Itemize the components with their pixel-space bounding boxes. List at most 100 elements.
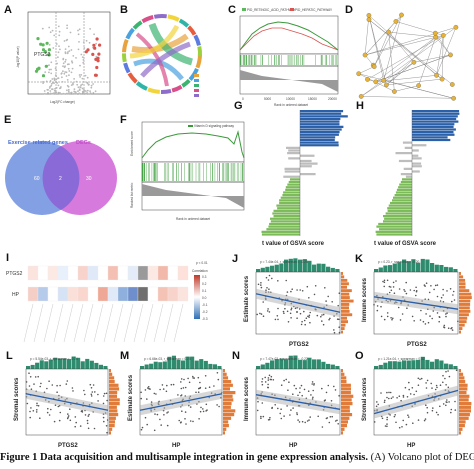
scatter-point	[46, 411, 49, 414]
volcano-point	[83, 93, 86, 95]
scatter-m: p = 6.66e-03, r_spearman = 0.23 HP Estimat…	[128, 355, 236, 449]
histogram-bar-right	[459, 424, 465, 428]
heatmap-legend: p < 0.01 Correlation 0.3 0.2 0.1 0.0 -0.…	[192, 261, 208, 321]
histogram-bar-right	[341, 292, 350, 296]
volcano-point	[52, 47, 55, 49]
scatter-point	[425, 404, 427, 406]
scatter-frame	[373, 271, 459, 335]
volcano-point	[62, 92, 65, 95]
scatter-point	[178, 419, 180, 422]
histogram-bar-right	[341, 413, 353, 417]
scatter-frame	[255, 271, 341, 335]
histogram-bar-right	[459, 427, 463, 431]
scatter-point	[386, 418, 388, 421]
scatter-point	[449, 288, 452, 290]
scatter-point	[445, 315, 447, 318]
volcano-point	[73, 93, 76, 95]
histogram-bar-top	[416, 360, 421, 369]
histogram-bar-top	[212, 364, 217, 369]
scatter-point	[338, 395, 340, 397]
panel-label-i: I	[6, 252, 10, 264]
volcano-point-up	[94, 73, 98, 77]
volcano-point	[57, 56, 59, 59]
panel-label-m: M	[120, 350, 130, 362]
gsva-bar-neg	[276, 204, 300, 207]
scatter-point	[69, 419, 72, 422]
volcano-point	[72, 55, 75, 57]
scatter-point	[198, 418, 200, 420]
volcano-point	[50, 68, 52, 71]
volcano-point	[62, 58, 65, 61]
scatter-point	[402, 396, 405, 398]
scatter-point	[299, 289, 301, 291]
scatter-k: p = 0.23, r_spearman = -0.20 PTGS2 Immune …	[362, 258, 472, 348]
scatter-point	[430, 285, 432, 287]
histogram-bar-right	[223, 398, 234, 402]
volcano-point	[60, 72, 63, 75]
scatter-point	[188, 381, 191, 384]
histogram-bar-right	[341, 409, 350, 413]
scatter-point	[386, 416, 388, 419]
volcano-point	[67, 67, 70, 70]
gsva-g-bars	[261, 110, 348, 236]
histogram-bar-top	[392, 361, 397, 369]
volcano-point-down	[45, 41, 49, 45]
network-edge	[383, 14, 402, 81]
scatter-point	[406, 396, 409, 398]
heatmap-cell	[27, 286, 39, 302]
scatter-point	[451, 300, 453, 303]
scatter-point	[47, 407, 49, 410]
heatmap-column-tick	[103, 303, 114, 343]
scatter-point	[308, 419, 310, 421]
scatter-point	[429, 315, 431, 317]
scatter-j: p = 7.44e-04, r_spearman = -0.28 PTGS2 Est…	[244, 258, 354, 348]
histogram-bar-right	[109, 380, 115, 384]
scatter-point	[431, 409, 434, 412]
scatter-point	[286, 310, 289, 313]
volcano-point	[72, 82, 74, 84]
scatter-point	[57, 405, 60, 408]
volcano-point	[53, 77, 56, 80]
network-node	[399, 12, 404, 18]
gsva-bar-pos	[300, 112, 342, 115]
scatter-point	[177, 394, 179, 396]
network-edge	[365, 27, 456, 56]
gsea-plot-f: Vitamin D signaling pathway Rank in orde…	[130, 121, 245, 221]
histogram-bar-top	[26, 366, 31, 369]
scatter-point	[147, 386, 150, 388]
scatter-point	[90, 387, 93, 389]
heatmap-column-tick	[163, 303, 174, 343]
histogram-bar-right	[341, 427, 345, 431]
histogram-bar-top	[383, 265, 388, 272]
panel-label-o: O	[355, 350, 364, 362]
scatter-point	[305, 317, 308, 319]
gsva-bar-neg	[376, 225, 412, 228]
scatter-point	[409, 393, 412, 395]
volcano-point	[49, 92, 52, 95]
volcano-point-down	[41, 74, 46, 78]
scatter-point	[260, 282, 262, 284]
histogram-bar-right	[459, 309, 471, 313]
scatter-point	[311, 398, 314, 400]
gsva-bar-neg	[279, 199, 300, 202]
scatter-point	[377, 403, 379, 406]
network-edge	[368, 15, 387, 85]
panel-label-e: E	[4, 114, 12, 126]
scatter-point	[199, 381, 201, 384]
histogram-bar-top	[392, 263, 397, 272]
scatter-point	[333, 385, 335, 388]
histogram-bar-right	[459, 323, 465, 327]
histogram-bar-right	[341, 275, 345, 279]
scatter-point	[445, 384, 447, 386]
scatter-stat-l: p = 5.54e-03, r_spearman = -0.24	[30, 357, 78, 361]
heatmap-cell	[167, 286, 179, 302]
scatter-point	[256, 409, 259, 412]
scatter-point	[216, 404, 218, 406]
gsea-f-metric	[142, 184, 244, 208]
histogram-bar-top	[144, 364, 149, 369]
volcano-point	[58, 45, 60, 47]
histogram-bar-top	[397, 361, 402, 369]
scatter-point	[438, 316, 441, 318]
histogram-bar-top	[420, 356, 425, 369]
gsea-c-legend-2: PID_HEPATIC_PATHWAY	[295, 8, 333, 12]
